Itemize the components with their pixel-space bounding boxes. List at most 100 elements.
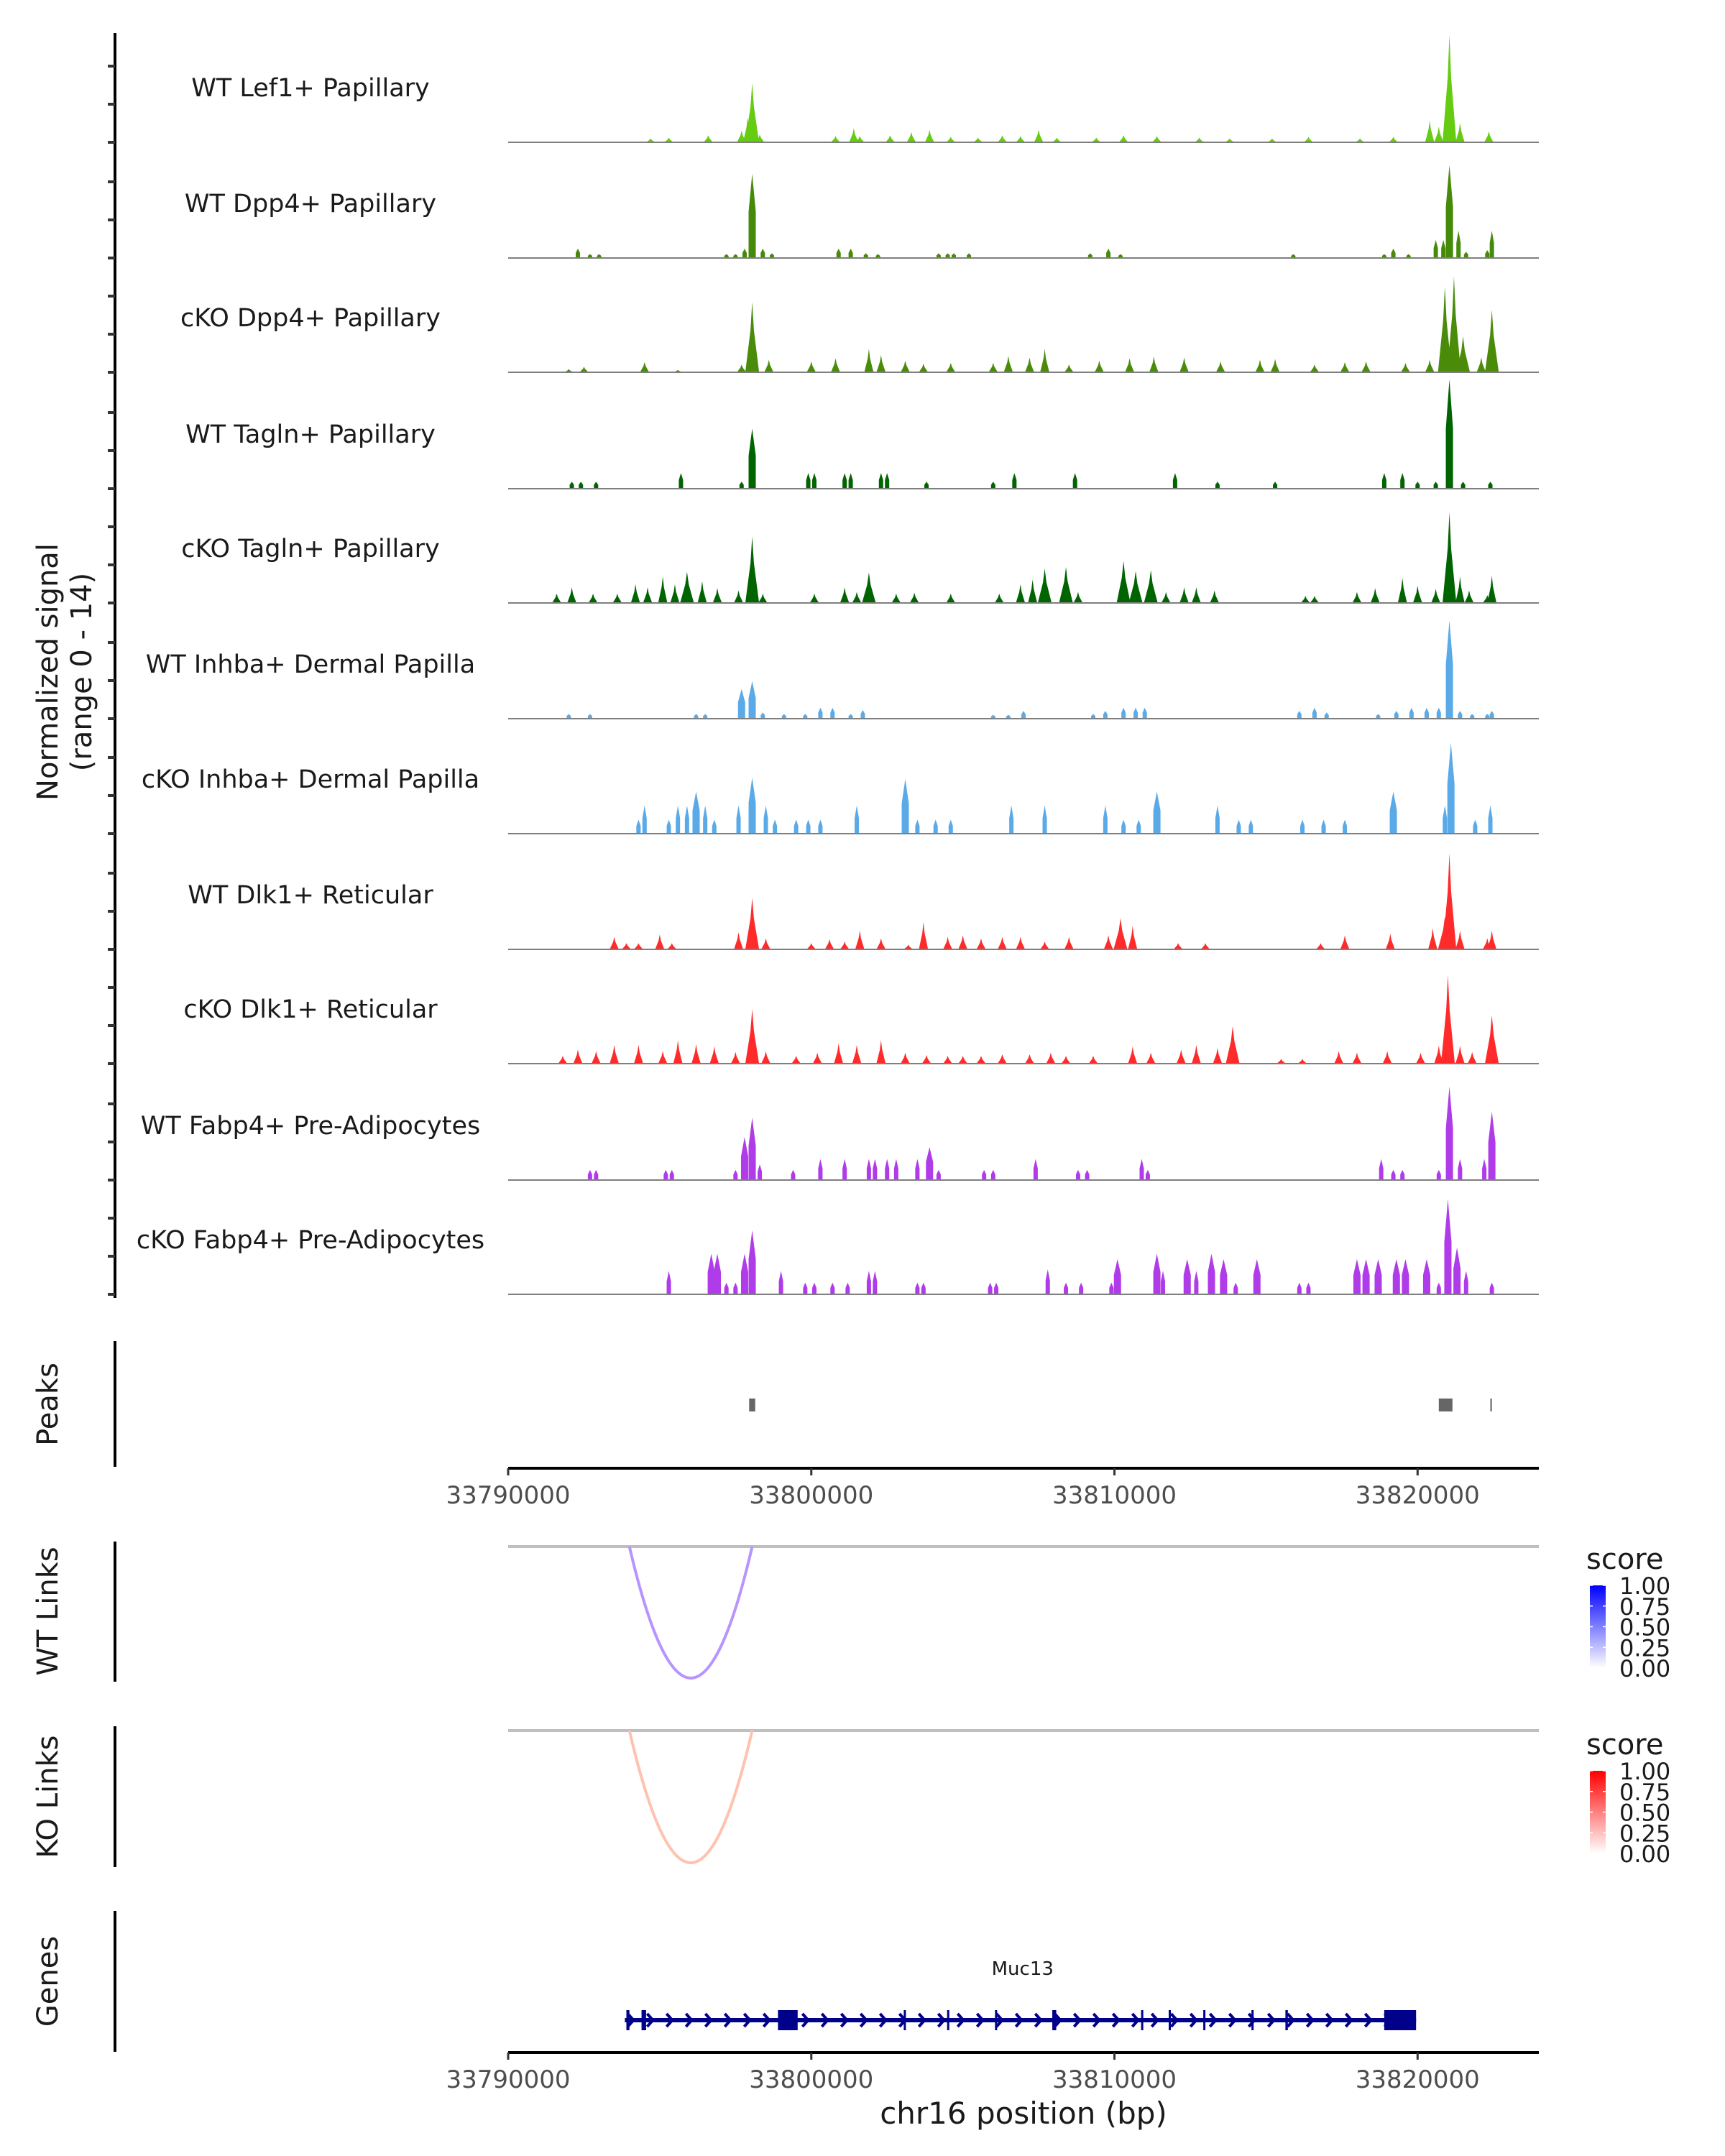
signal-peak: [848, 248, 853, 258]
signal-peak: [982, 1169, 987, 1180]
signal-peak: [758, 1164, 763, 1180]
signal-peak: [1482, 1158, 1487, 1180]
signal-peak: [948, 819, 953, 834]
signal-peak: [1425, 120, 1435, 142]
signal-peak: [1489, 711, 1494, 719]
signal-peak: [1225, 138, 1235, 142]
signal-peak: [831, 136, 840, 142]
signal-peak: [737, 688, 745, 719]
signal-peak: [1291, 254, 1296, 258]
signal-peak: [745, 898, 760, 949]
signal-peak: [1179, 357, 1189, 372]
signal-peak: [1121, 707, 1126, 719]
signal-peak: [1379, 1158, 1384, 1180]
signal-peak: [1445, 379, 1453, 489]
signal-peak: [1091, 714, 1096, 719]
signal-peak: [1064, 1282, 1069, 1294]
signal-peak: [1037, 568, 1052, 603]
x-tick-label: 33820000: [1356, 2065, 1480, 2094]
signal-peak: [1485, 1015, 1499, 1064]
signal-peak: [673, 1040, 683, 1064]
signal-peak: [994, 593, 1004, 603]
peaks-track: Peaks: [32, 1341, 1492, 1467]
signal-peak: [915, 1282, 920, 1294]
signal-peak: [678, 473, 684, 489]
signal-peak: [714, 1253, 722, 1294]
strand-arrow-icon: [1053, 2012, 1063, 2028]
signal-peak: [1355, 138, 1365, 142]
signal-peak: [803, 1282, 808, 1294]
signal-peak: [1389, 137, 1398, 142]
strand-arrow-icon: [665, 2012, 675, 2028]
coverage-track: WT Tagln+ Papillary: [185, 379, 1539, 489]
signal-peak: [1052, 137, 1062, 142]
signal-peak: [730, 1051, 740, 1064]
signal-peak: [1470, 714, 1475, 719]
signal-peak: [1192, 1044, 1201, 1064]
signal-peak: [1455, 336, 1471, 372]
signal-peak: [764, 359, 774, 372]
signal-peak: [818, 819, 823, 834]
signal-peak: [1059, 567, 1073, 603]
signal-peak: [669, 1169, 674, 1180]
signal-peak: [736, 805, 741, 834]
signal-peak: [1485, 250, 1490, 258]
signal-peak: [1424, 707, 1429, 719]
strand-arrow-icon: [1266, 2012, 1276, 2028]
signal-peak: [855, 805, 860, 834]
track-label: WT Inhba+ Dermal Papilla: [146, 650, 475, 679]
signal-peak: [633, 1044, 643, 1064]
genes-track: Genes Muc13: [32, 1911, 1417, 2052]
gene-exon: [1052, 2010, 1057, 2030]
signal-peak: [1425, 359, 1435, 372]
signal-peak: [1433, 482, 1438, 489]
gene-exon: [1285, 2010, 1288, 2030]
coverage-track: WT Dlk1+ Reticular: [188, 853, 1539, 950]
signal-peak: [1431, 589, 1440, 603]
signal-peak: [1488, 805, 1493, 834]
coverage-track: WT Fabp4+ Pre-Adipocytes: [141, 1086, 1539, 1181]
signal-peak: [1118, 254, 1123, 258]
signal-peak: [842, 473, 847, 489]
signal-peak: [845, 1282, 850, 1294]
strand-arrow-icon: [801, 2012, 811, 2028]
signal-peak: [1391, 248, 1396, 258]
signal-peak: [594, 1169, 599, 1180]
signal-peak: [748, 777, 756, 834]
signal-peak: [818, 1158, 823, 1180]
signal-peak: [1352, 591, 1362, 603]
strand-arrow-icon: [878, 2012, 888, 2028]
signal-peak: [812, 1052, 822, 1064]
signal-peak: [945, 253, 950, 258]
signal-peak: [946, 362, 956, 372]
signal-peak: [848, 714, 853, 719]
coverage-track: WT Inhba+ Dermal Papilla: [146, 620, 1539, 719]
signal-peak: [1445, 620, 1453, 719]
signal-peak: [860, 710, 865, 719]
strand-arrow-icon: [975, 2012, 985, 2028]
signal-peak: [1088, 1056, 1098, 1064]
signal-peak: [849, 128, 859, 142]
signal-peak: [1463, 252, 1468, 258]
signal-peak: [840, 587, 850, 603]
signal-peak: [901, 1052, 910, 1064]
signal-peak: [1006, 714, 1011, 719]
signal-peak: [886, 135, 895, 142]
signal-peak: [1485, 714, 1490, 719]
signal-peak: [552, 593, 561, 603]
signal-peak: [1016, 136, 1026, 142]
signal-peak: [919, 922, 929, 949]
signal-peak: [1400, 473, 1405, 489]
signal-peak: [988, 362, 998, 372]
signal-peak: [1300, 819, 1305, 834]
signal-peak: [643, 587, 653, 603]
signal-peak: [852, 591, 862, 603]
signal-peak: [1427, 928, 1438, 949]
legend-tick-label: 0.50: [1619, 1614, 1670, 1641]
signal-peak: [811, 1282, 816, 1294]
gene-exon: [903, 2010, 906, 2030]
gene-exon: [947, 2010, 949, 2030]
signal-peak: [1139, 1158, 1144, 1180]
signal-peak: [1236, 819, 1241, 834]
strand-arrow-icon: [995, 2012, 1005, 2028]
